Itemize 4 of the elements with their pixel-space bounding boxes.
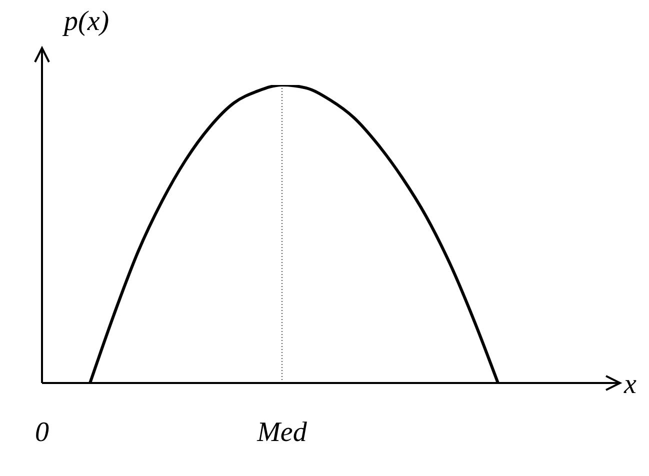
x-tick-label: Med <box>256 416 308 448</box>
x-tick-label: 0 <box>35 416 49 448</box>
y-axis-title: p(x) <box>62 6 110 37</box>
x-axis-title: x <box>623 369 637 400</box>
